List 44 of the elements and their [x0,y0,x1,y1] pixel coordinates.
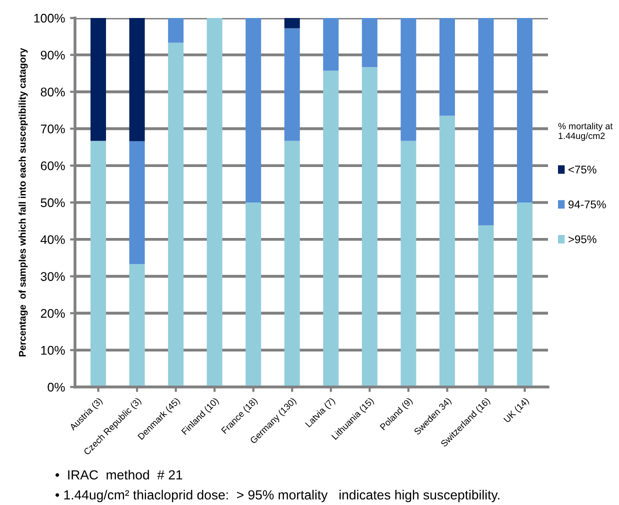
y-tick-label: 20% [40,309,65,318]
bar [323,70,339,387]
bar [516,18,532,202]
bar [90,18,106,141]
bar [362,67,378,387]
bar [400,140,416,387]
y-tick-label: 80% [40,88,65,96]
bar [168,18,184,43]
y-tick-label: 60% [40,161,65,170]
y-tick-label: 40% [40,235,65,244]
bar [284,140,300,387]
bar [362,18,378,68]
bar [284,28,300,141]
y-tick-label: 90% [40,50,65,60]
legend-title: % mortality at 1.44ug/cm2 [558,122,613,141]
bar [246,202,262,387]
legend-label: <75% [568,166,596,174]
y-tick-label: 70% [40,124,65,134]
y-tick-label: 100% [34,14,65,23]
text: • IRAC method # 21 [56,470,182,480]
bar [246,18,262,202]
bar [129,18,145,142]
y-axis-title: Percentage of samples which fall into each susceptibility catagory [18,48,28,356]
y-tick-label: 10% [41,346,65,355]
x-tick-label: UK (14) [503,397,530,424]
bar [516,202,532,387]
bar [284,18,300,28]
bar [90,140,106,387]
bar [129,141,145,264]
bar [168,42,184,387]
bar [439,18,455,116]
y-tick-label: 30% [40,272,65,281]
y-tick-label: 50% [40,198,65,208]
bar [129,264,145,387]
bar [400,18,416,141]
y-tick-label: 0% [48,382,65,392]
bar [478,225,494,387]
bar [323,18,339,71]
bar [206,18,222,387]
bar [478,18,494,226]
legend-label: >95% [568,235,596,244]
legend-label: 94-75% [568,200,606,208]
text: • 1.44ug/cm² thiacloprid dose: > 95% mortality indicates high susceptibility. [56,490,500,502]
bar [439,116,455,387]
